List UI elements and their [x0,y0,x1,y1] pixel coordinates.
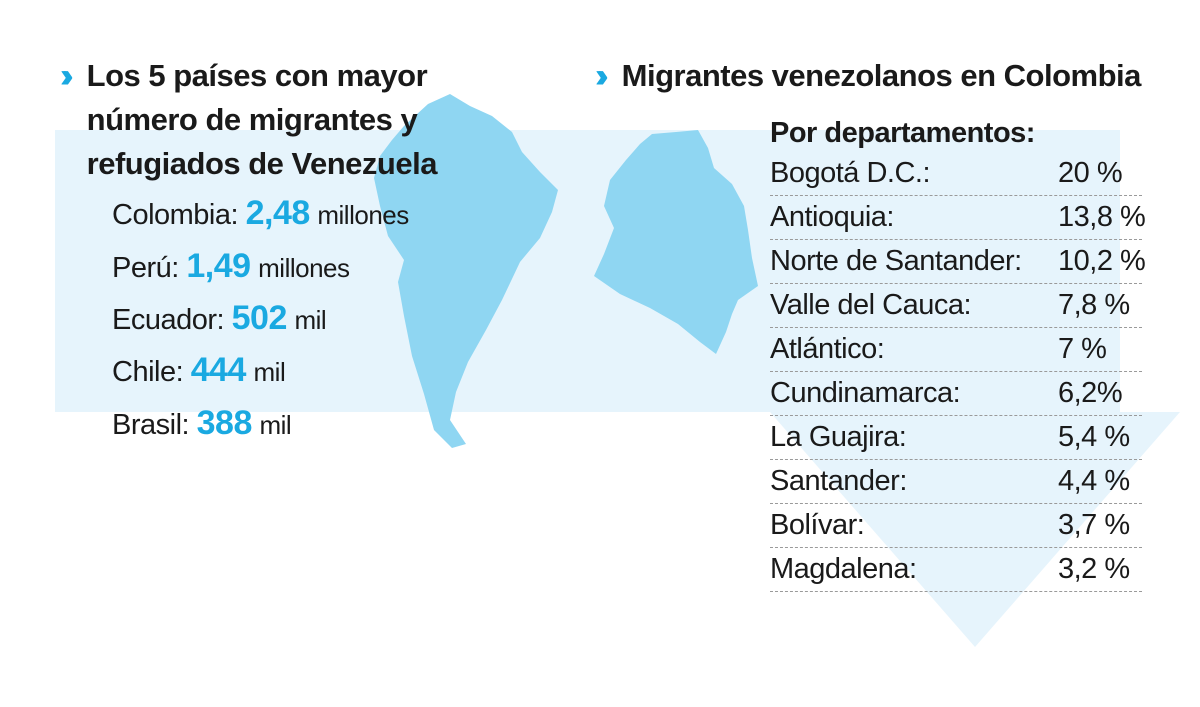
country-value: 1,49 [186,247,251,285]
department-name: Santander: [770,465,907,497]
country-row-ecuador: Ecuador: 502 mil [112,298,327,340]
country-unit: mil [259,410,292,440]
department-name: Atlántico: [770,333,885,365]
country-row-peru: Perú: 1,49 millones [112,246,350,288]
department-row: Bolívar: 3,7 % [770,504,1142,548]
background-band [55,130,1120,412]
department-name: Magdalena: [770,553,917,585]
country-name: Colombia: [112,199,239,231]
department-name: Bolívar: [770,509,865,541]
department-name: Bogotá D.C.: [770,157,931,189]
south-america-map [374,94,558,448]
department-row: Atlántico: 7 % [770,328,1142,372]
department-pct: 7 % [1058,333,1107,365]
department-row: Antioquia: 13,8 % [770,196,1146,240]
department-pct: 3,2 % [1058,553,1130,585]
country-unit: millones [317,200,409,230]
colombia-map [594,130,758,354]
country-row-chile: Chile: 444 mil [112,350,286,392]
double-chevron-icon: ›› [60,57,73,95]
department-row: Valle del Cauca: 7,8 % [770,284,1142,328]
department-name: Norte de Santander: [770,245,1022,277]
department-pct: 20 % [1058,157,1123,189]
department-row: Magdalena: 3,2 % [770,548,1142,592]
double-chevron-icon: ›› [595,57,608,95]
country-value: 444 [190,351,247,389]
department-pct: 10,2 % [1058,245,1146,277]
department-row: Norte de Santander: 10,2 % [770,240,1146,284]
department-name: Valle del Cauca: [770,289,972,321]
department-name: La Guajira: [770,421,907,453]
department-pct: 4,4 % [1058,465,1130,497]
departments-subtitle: Por departamentos: [770,117,1035,149]
country-name: Ecuador: [112,304,225,336]
country-row-brasil: Brasil: 388 mil [112,403,292,445]
department-row: Cundinamarca: 6,2% [770,372,1142,416]
department-pct: 5,4 % [1058,421,1130,453]
department-pct: 3,7 % [1058,509,1130,541]
country-name: Brasil: [112,409,190,441]
department-row: Santander: 4,4 % [770,460,1142,504]
department-row: La Guajira: 5,4 % [770,416,1142,460]
department-name: Antioquia: [770,201,895,233]
country-row-colombia: Colombia: 2,48 millones [112,193,409,235]
country-name: Perú: [112,252,179,284]
background-triangle [770,412,1180,647]
right-heading: ›› Migrantes venezolanos en Colombia [595,54,1155,98]
country-unit: mil [294,305,327,335]
left-heading: ›› Los 5 países con mayor número de migr… [60,54,460,186]
department-pct: 7,8 % [1058,289,1130,321]
country-value: 2,48 [245,194,311,232]
department-row: Bogotá D.C.: 20 % [770,152,1142,196]
department-pct: 13,8 % [1058,201,1146,233]
country-name: Chile: [112,356,184,388]
country-value: 502 [231,299,288,337]
department-pct: 6,2% [1058,377,1123,409]
department-name: Cundinamarca: [770,377,961,409]
country-value: 388 [196,404,253,442]
left-title: Los 5 países con mayor número de migrant… [86,58,438,181]
country-unit: millones [258,253,350,283]
country-unit: mil [253,357,286,387]
right-title: Migrantes venezolanos en Colombia [621,58,1142,93]
